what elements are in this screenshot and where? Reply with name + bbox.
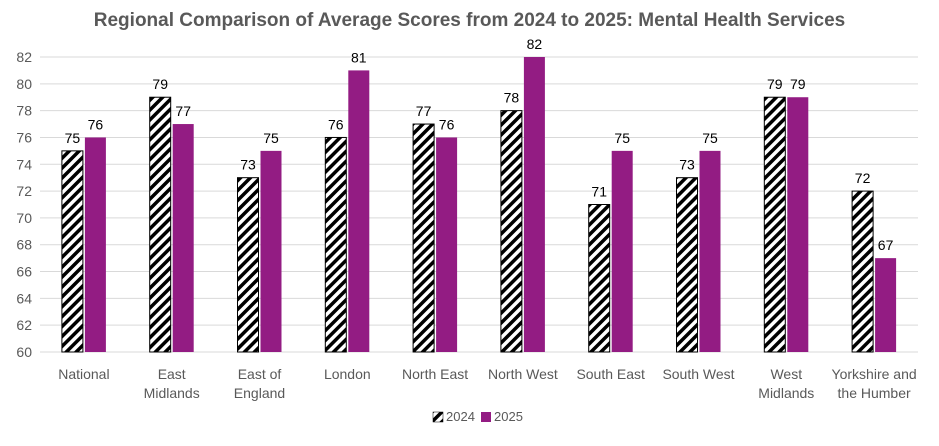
- category-label: South East: [576, 366, 645, 382]
- legend-swatch-2025: [481, 412, 491, 422]
- y-tick-label: 82: [16, 49, 32, 65]
- bar-2024-5: [500, 110, 523, 353]
- y-tick-label: 60: [16, 344, 32, 360]
- bar-2025-4: [436, 137, 458, 352]
- y-axis-ticks: 60 62 64 66 68 70 72 74 76 78 80 82: [16, 49, 32, 360]
- legend: 2024 2025: [432, 409, 523, 424]
- data-label-2025-0: 76: [88, 116, 104, 132]
- bar-2025-2: [260, 150, 282, 352]
- bar-2024-2: [237, 177, 259, 353]
- category-label: North West: [488, 366, 558, 382]
- x-axis-categories: National East Midlands East of England London…: [58, 366, 916, 401]
- category-label: East of: [238, 366, 282, 382]
- data-label-2025-3: 81: [351, 49, 367, 65]
- bar-2025-9: [875, 258, 897, 352]
- category-label: South West: [662, 366, 734, 382]
- y-tick-label: 76: [16, 129, 32, 145]
- category-label: National: [58, 366, 109, 382]
- bar-2024-8: [763, 96, 786, 353]
- y-tick-label: 80: [16, 76, 32, 92]
- data-label-2025-9: 67: [878, 237, 894, 253]
- category-label: East: [158, 366, 186, 382]
- bar-2025-6: [611, 150, 633, 352]
- category-label: England: [234, 385, 285, 401]
- data-label-2024-0: 75: [65, 130, 81, 146]
- bar-2025-0: [84, 137, 106, 352]
- bar-2024-3: [324, 136, 347, 353]
- y-tick-label: 64: [16, 290, 32, 306]
- category-label: Midlands: [758, 385, 814, 401]
- bar-2025-7: [699, 150, 721, 352]
- bar-2025-8: [787, 97, 809, 353]
- bar-2024-7: [676, 177, 698, 353]
- y-tick-label: 72: [16, 183, 32, 199]
- category-label: the Humber: [838, 385, 911, 401]
- data-label-2025-4: 76: [439, 116, 455, 132]
- category-label: West: [770, 366, 802, 382]
- bar-2025-5: [523, 57, 545, 352]
- bar-2024-9: [851, 190, 874, 353]
- legend-label-2025: 2025: [494, 409, 523, 424]
- y-tick-label: 62: [16, 317, 32, 333]
- y-tick-label: 74: [16, 156, 32, 172]
- bar-2025-1: [172, 124, 194, 352]
- legend-swatch-2024: [432, 411, 444, 423]
- bar-2024-6: [588, 204, 611, 353]
- y-tick-label: 78: [16, 103, 32, 119]
- category-label: Midlands: [144, 385, 200, 401]
- bar-2024-4: [412, 123, 435, 353]
- y-tick-label: 70: [16, 210, 32, 226]
- data-label-2025-5: 82: [527, 36, 543, 52]
- bar-2024-0: [61, 150, 84, 353]
- y-tick-label: 68: [16, 237, 32, 253]
- bar-2025-3: [348, 70, 370, 352]
- data-label-2025-8: 79: [790, 76, 806, 92]
- legend-label-2024: 2024: [446, 409, 475, 424]
- category-label: London: [324, 366, 371, 382]
- y-tick-label: 66: [16, 264, 32, 280]
- data-label-2025-6: 75: [614, 130, 630, 146]
- data-label-2025-1: 77: [175, 103, 191, 119]
- bars: [61, 57, 897, 353]
- data-label-2024-8: 79: [767, 76, 783, 92]
- category-label: North East: [402, 366, 468, 382]
- category-label: Yorkshire and: [832, 366, 917, 382]
- data-label-2024-3: 76: [328, 116, 344, 132]
- data-label-2024-2: 73: [240, 157, 256, 173]
- data-labels: 75 76 79 77 73 75 76 81 77 76 78 82 71 75 73 75 79 79 72 67: [65, 36, 894, 253]
- chart-title: Regional Comparison of Average Scores fr…: [93, 10, 846, 31]
- data-label-2025-7: 75: [702, 130, 718, 146]
- bar-2024-1: [149, 96, 172, 353]
- data-label-2024-5: 78: [504, 90, 520, 106]
- gridlines: [40, 56, 918, 353]
- data-label-2025-2: 75: [263, 130, 279, 146]
- data-label-2024-7: 73: [679, 157, 695, 173]
- data-label-2024-6: 71: [591, 184, 607, 200]
- data-label-2024-9: 72: [855, 170, 871, 186]
- data-label-2024-1: 79: [152, 76, 168, 92]
- data-label-2024-4: 77: [416, 103, 432, 119]
